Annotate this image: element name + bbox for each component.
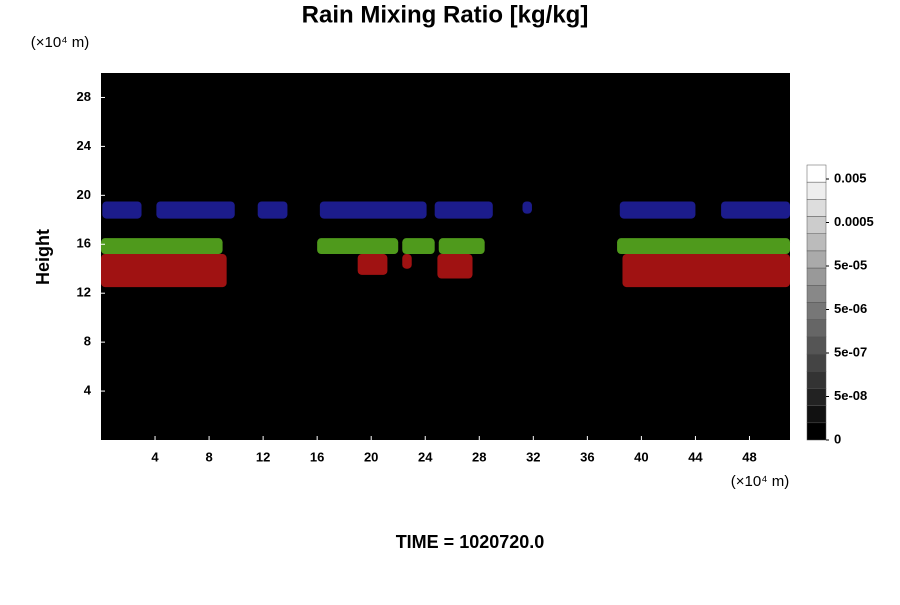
region xyxy=(101,254,227,288)
colorbar-band xyxy=(806,388,827,406)
region xyxy=(101,238,223,255)
chart-title: Rain Mixing Ratio [kg/kg] xyxy=(302,1,589,28)
region xyxy=(721,201,790,219)
x-tick-label: 12 xyxy=(256,449,270,464)
x-tick-label: 28 xyxy=(472,449,486,464)
colorbar-band xyxy=(806,319,827,338)
region xyxy=(522,201,532,214)
colorbar-band xyxy=(806,250,827,269)
region xyxy=(102,201,142,219)
y-tick-label: 24 xyxy=(77,138,92,153)
region xyxy=(317,238,399,255)
x-tick-label: 24 xyxy=(418,449,433,464)
colorbar-label: 5e-07 xyxy=(834,344,867,359)
y-unit: (×10⁴ m) xyxy=(31,34,90,51)
region xyxy=(617,238,790,255)
colorbar-band xyxy=(806,353,827,372)
colorbar-label: 5e-06 xyxy=(834,301,867,316)
x-tick-label: 8 xyxy=(205,449,212,464)
colorbar-band xyxy=(806,405,827,424)
colorbar-label: 0 xyxy=(834,431,841,446)
y-tick-label: 4 xyxy=(84,383,92,398)
x-tick-label: 32 xyxy=(526,449,540,464)
colorbar-band xyxy=(806,216,827,234)
colorbar-band xyxy=(806,422,827,441)
region xyxy=(156,201,235,219)
y-tick-label: 16 xyxy=(77,236,91,251)
footer: TIME = 1020720.0 xyxy=(396,532,545,552)
x-tick-label: 36 xyxy=(580,449,594,464)
region xyxy=(622,254,790,288)
y-tick-label: 28 xyxy=(77,89,91,104)
x-tick-label: 4 xyxy=(151,449,159,464)
region xyxy=(257,201,288,219)
colorbar-band xyxy=(806,199,827,217)
region xyxy=(437,254,473,279)
colorbar-band xyxy=(806,285,827,303)
colorbar-band xyxy=(806,164,827,183)
x-tick-label: 16 xyxy=(310,449,324,464)
y-axis-label: Height xyxy=(33,229,53,285)
colorbar-label: 0.0005 xyxy=(834,214,874,229)
x-tick-label: 20 xyxy=(364,449,378,464)
region xyxy=(434,201,493,219)
x-tick-label: 44 xyxy=(688,449,703,464)
region xyxy=(357,254,388,275)
region xyxy=(619,201,696,219)
x-tick-label: 40 xyxy=(634,449,648,464)
y-tick-label: 8 xyxy=(84,334,91,349)
colorbar-label: 5e-08 xyxy=(834,388,867,403)
y-tick-label: 12 xyxy=(77,285,91,300)
colorbar-band xyxy=(806,233,827,252)
region xyxy=(438,238,485,255)
colorbar-band xyxy=(806,267,827,286)
colorbar-label: 0.005 xyxy=(834,170,867,185)
region xyxy=(402,238,435,255)
region xyxy=(319,201,427,219)
region xyxy=(402,254,412,269)
colorbar-label: 5e-05 xyxy=(834,257,867,272)
colorbar-band xyxy=(806,371,827,389)
y-tick-label: 20 xyxy=(77,187,91,202)
colorbar-band xyxy=(806,302,827,320)
colorbar-band xyxy=(806,181,827,200)
x-unit: (×10⁴ m) xyxy=(731,473,790,490)
x-tick-label: 48 xyxy=(742,449,756,464)
colorbar-band xyxy=(806,336,827,355)
